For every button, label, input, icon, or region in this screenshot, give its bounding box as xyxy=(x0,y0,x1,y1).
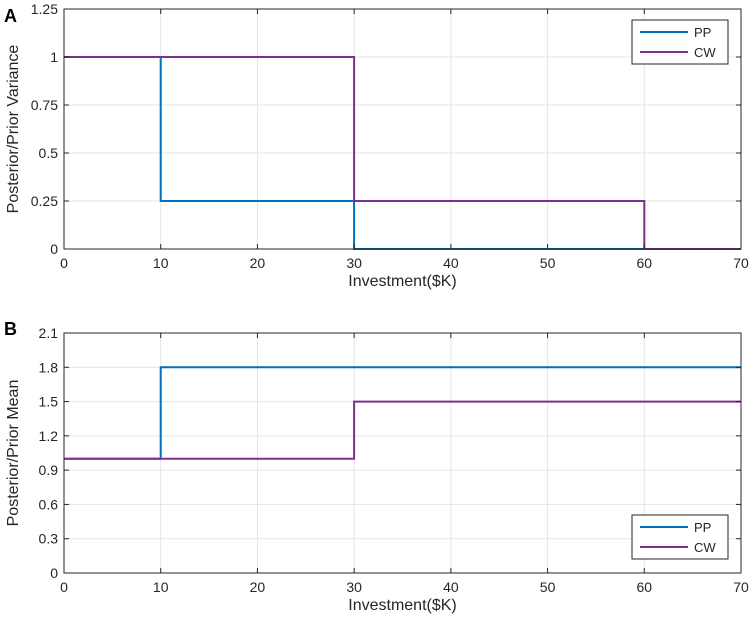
y-tick-label: 0.75 xyxy=(31,97,58,113)
y-tick-label: 1 xyxy=(50,49,58,65)
x-tick-label: 50 xyxy=(540,255,556,271)
x-tick-label: 70 xyxy=(733,579,749,595)
x-tick-label: 0 xyxy=(60,579,68,595)
y-axis-label: Posterior/Prior Variance xyxy=(5,45,22,214)
x-tick-label: 10 xyxy=(153,579,169,595)
y-tick-label: 1.8 xyxy=(39,359,59,375)
y-tick-label: 0.9 xyxy=(39,462,59,478)
legend-label-pp: PP xyxy=(694,520,711,535)
x-tick-label: 10 xyxy=(153,255,169,271)
series-line-pp xyxy=(64,366,741,460)
x-tick-label: 70 xyxy=(733,255,749,271)
y-tick-label: 1.2 xyxy=(39,428,59,444)
axes-box xyxy=(63,332,742,574)
y-tick-label: 2.1 xyxy=(39,325,59,341)
axes-box xyxy=(63,8,742,250)
panel-label: B xyxy=(4,319,17,339)
x-axis-label: Investment($K) xyxy=(348,597,456,614)
legend-label-cw: CW xyxy=(694,540,716,555)
y-tick-label: 0.6 xyxy=(39,496,59,512)
y-tick-label: 1.25 xyxy=(31,1,58,17)
y-tick-label: 0 xyxy=(50,241,58,257)
series-line-cw xyxy=(64,400,741,460)
x-tick-label: 30 xyxy=(346,579,362,595)
x-tick-label: 40 xyxy=(443,579,459,595)
legend: PP CW xyxy=(631,514,729,560)
x-tick-label: 30 xyxy=(346,255,362,271)
y-tick-label: 1.5 xyxy=(39,394,59,410)
y-axis-label: Posterior/Prior Mean xyxy=(5,380,22,527)
y-tick-label: 0.3 xyxy=(39,531,59,547)
x-tick-label: 60 xyxy=(636,579,652,595)
chart-panel-a: 0 10 20 30 40 50 60 70 0 0.25 0.5 0.75 1 1.25 Investme… xyxy=(4,1,749,290)
y-tick-label: 0.25 xyxy=(31,193,58,209)
legend-box xyxy=(631,514,729,560)
legend-label-cw: CW xyxy=(694,45,716,60)
x-tick-label: 20 xyxy=(250,255,266,271)
x-tick-label: 40 xyxy=(443,255,459,271)
panel-label: A xyxy=(4,6,17,26)
legend: PP CW xyxy=(631,19,729,65)
chart-panel-b: 0 10 20 30 40 50 60 70 0 0.3 0.6 0.9 1.2 1.5 1.8 2.1 Inv… xyxy=(4,319,749,614)
x-tick-label: 20 xyxy=(250,579,266,595)
legend-box xyxy=(631,19,729,65)
legend-label-pp: PP xyxy=(694,25,711,40)
x-tick-label: 0 xyxy=(60,255,68,271)
x-axis-label: Investment($K) xyxy=(348,273,456,290)
y-tick-label: 0.5 xyxy=(39,145,59,161)
x-tick-label: 50 xyxy=(540,579,556,595)
y-tick-label: 0 xyxy=(50,565,58,581)
x-tick-label: 60 xyxy=(636,255,652,271)
